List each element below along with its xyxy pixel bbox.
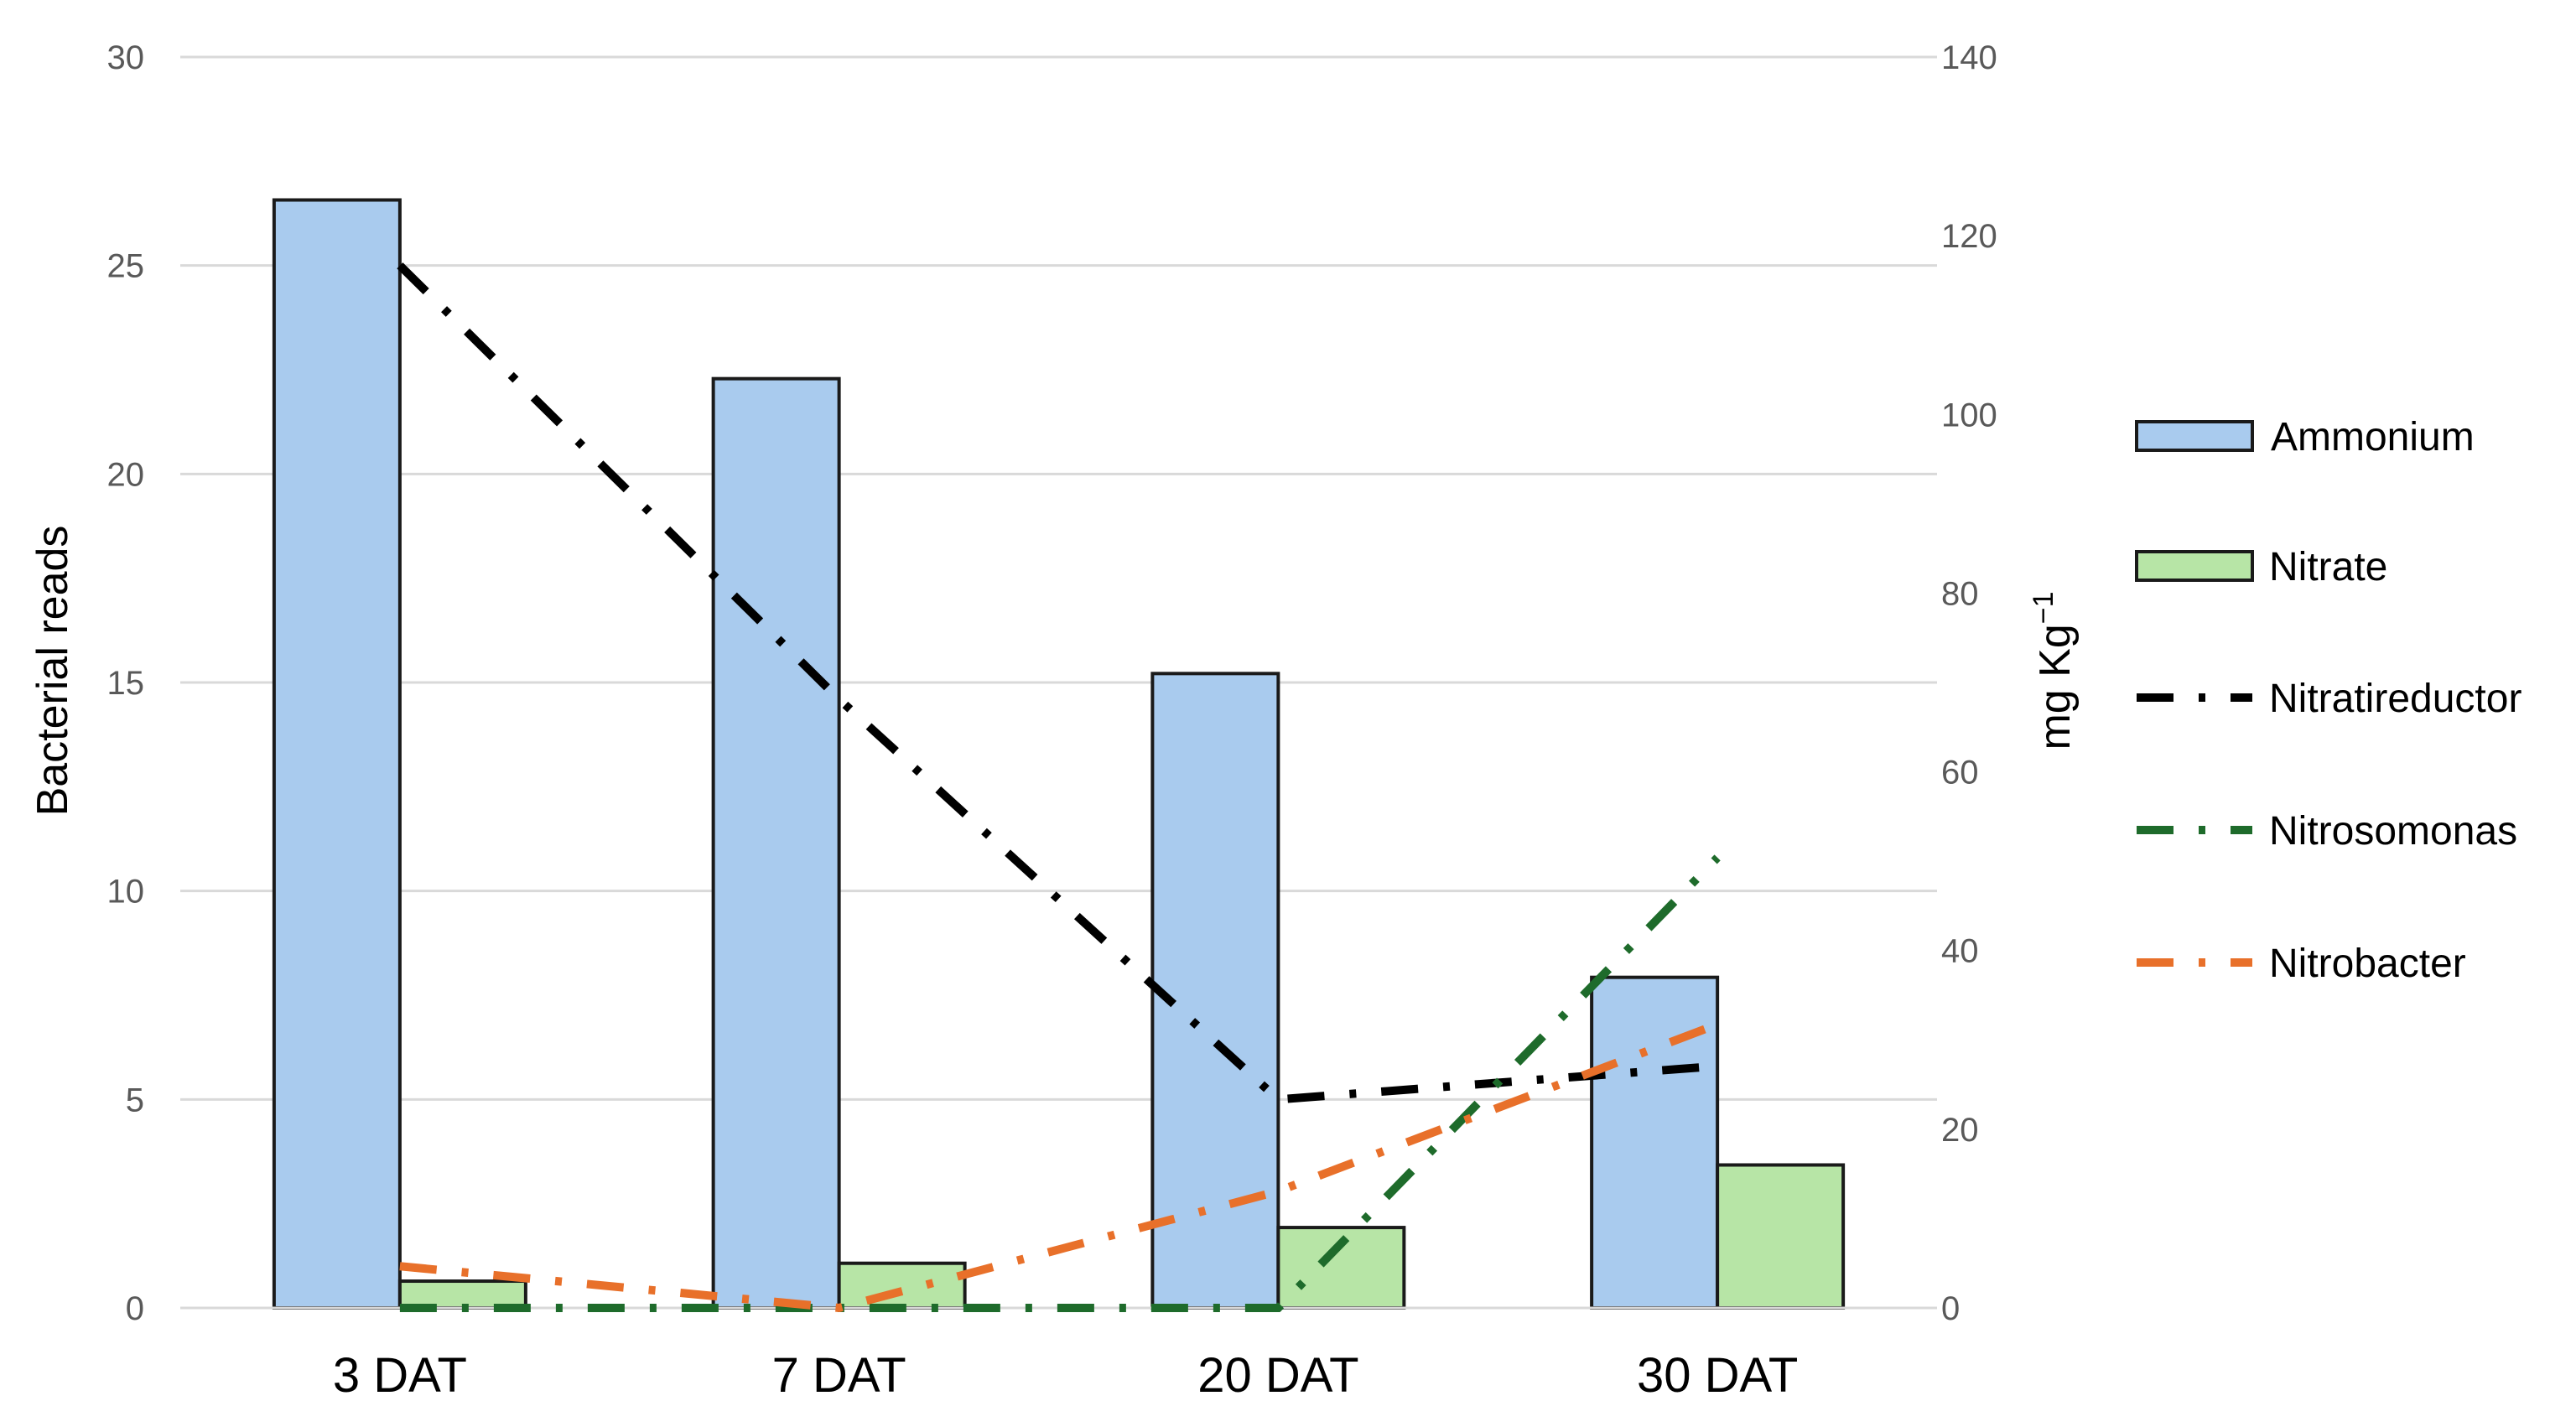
gridlines (180, 55, 1937, 1101)
y2-tick-label: 120 (1941, 218, 1997, 255)
legend-label-nitrobacter: Nitrobacter (2269, 942, 2466, 986)
y-tick-label: 25 (107, 248, 145, 285)
bar-ammonium-3 (1590, 975, 1720, 1310)
bar-ammonium-1 (711, 376, 841, 1310)
line-nitrobacter (399, 1020, 1719, 1313)
legend-label-nitratireductor: Nitratireductor (2269, 677, 2521, 721)
category-label: 20 DAT (1197, 1348, 1358, 1401)
right-axis-ticks: 0 20 40 60 80 100 120 140 (1941, 39, 1997, 1327)
y-tick-label: 10 (107, 874, 145, 911)
y-tick-label: 5 (126, 1082, 144, 1118)
series-lines (397, 262, 1721, 1313)
bar-ammonium-2 (1150, 672, 1280, 1310)
y2-tick-label: 60 (1941, 755, 1979, 791)
bar-nitrate-3 (1716, 1163, 1846, 1310)
y2-axis-title-main: mg Kg (2031, 624, 2080, 750)
y2-axis-title: mg Kg−1 (2028, 591, 2080, 750)
y2-axis-title-sup: −1 (2028, 591, 2059, 624)
legend-swatch-nitrate (2135, 550, 2254, 582)
category-label: 30 DAT (1637, 1348, 1798, 1401)
y2-tick-label: 140 (1941, 39, 1997, 76)
legend-swatch-ammonium (2135, 420, 2254, 452)
y2-tick-label: 0 (1941, 1290, 1960, 1327)
y2-tick-label: 80 (1941, 575, 1979, 612)
legend: Ammonium Nitrate Nitratireductor Nitrosomon… (2135, 415, 2521, 986)
legend-label-ammonium: Ammonium (2271, 415, 2475, 459)
y2-tick-label: 40 (1941, 933, 1979, 970)
y-tick-label: 30 (107, 39, 145, 76)
y-axis-title: Bacterial reads (29, 526, 77, 817)
category-labels: 3 DAT 7 DAT 20 DAT 30 DAT (333, 1348, 1798, 1401)
left-axis-ticks: 0 5 10 15 20 25 30 (107, 39, 145, 1327)
bar-nitrate-1 (837, 1261, 967, 1310)
y-tick-label: 15 (107, 665, 145, 702)
legend-label-nitrate: Nitrate (2269, 545, 2387, 589)
bar-ammonium-0 (272, 198, 402, 1310)
bars (272, 198, 1846, 1310)
line-nitrosomonas (399, 854, 1721, 1312)
y-tick-label: 20 (107, 456, 145, 493)
legend-label-nitrosomonas: Nitrosomonas (2269, 809, 2517, 854)
y-tick-label: 0 (126, 1290, 144, 1327)
y2-tick-label: 20 (1941, 1112, 1979, 1149)
category-label: 7 DAT (772, 1348, 906, 1401)
y2-tick-label: 100 (1941, 397, 1997, 433)
category-label: 3 DAT (333, 1348, 467, 1401)
